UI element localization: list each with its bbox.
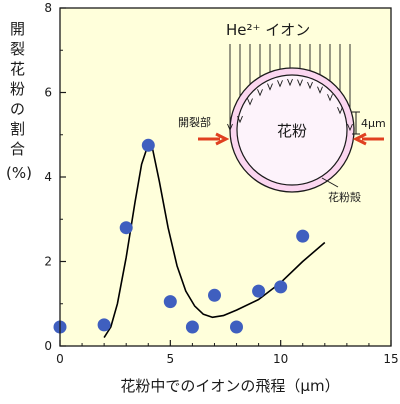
data-point: [208, 288, 221, 302]
pollen-body: [236, 74, 348, 186]
ion-ray-arrowhead: [227, 123, 233, 132]
x-tick-label: 0: [56, 352, 64, 366]
y-tick-label: 8: [44, 1, 52, 15]
y-label-char: 合: [10, 140, 25, 158]
ion-ray-arrowhead: [327, 94, 333, 102]
data-point: [252, 284, 266, 298]
ion-ray-arrowhead: [287, 78, 293, 87]
y-tick-label: 2: [44, 255, 52, 269]
ion-label: He²⁺ イオン: [226, 21, 310, 39]
ion-ray-arrowhead: [257, 89, 263, 97]
y-label-char: 粉: [10, 80, 25, 98]
y-tick-label: 4: [44, 170, 52, 184]
ion-ray-arrowhead: [307, 81, 313, 90]
wall-label: 花粉殻: [328, 190, 361, 204]
thickness-bracket: [352, 111, 360, 135]
wall-leader-line: [321, 177, 339, 188]
x-tick-label: 10: [273, 352, 288, 366]
crack-arrow-right: [352, 132, 384, 146]
fit-curve-layer: [103, 146, 326, 339]
data-point: [185, 320, 199, 334]
data-point: [230, 320, 243, 334]
ion-ray-arrowhead: [317, 86, 323, 94]
y-label-char: 開: [10, 20, 25, 38]
data-points-layer: [53, 138, 310, 334]
axis-ticks-layer: [59, 7, 392, 347]
thickness-label: 4μm: [361, 117, 386, 130]
y-tick-label: 0: [44, 339, 52, 353]
ion-ray-arrowhead: [277, 80, 283, 88]
axis-tick-labels-layer: 0 5 10 15 0 2 4 6 8: [44, 1, 398, 366]
x-tick-label: 5: [167, 352, 175, 366]
y-tick-label: 6: [44, 86, 52, 100]
data-point: [296, 229, 310, 243]
fit-curve: [103, 146, 326, 339]
crack-arrow-left: [198, 132, 230, 146]
y-label-char: の: [10, 100, 25, 118]
y-label-char: 割: [10, 120, 25, 138]
ion-ray-inner-layer: [227, 78, 353, 132]
ion-ray-arrowhead: [297, 79, 303, 87]
x-axis-label: 花粉中でのイオンの飛程（μm）: [120, 377, 339, 395]
ion-ray-arrowhead: [237, 115, 243, 124]
data-point: [119, 221, 133, 235]
x-tick-label: 15: [383, 352, 398, 366]
y-label-char: 裂: [10, 40, 25, 58]
ion-ray-arrowhead: [337, 106, 343, 115]
y-axis-label: 開 裂 花 粉 の 割 合 (%): [6, 20, 32, 182]
data-point: [141, 138, 155, 152]
data-point: [163, 295, 177, 309]
y-label-char: 花: [10, 60, 25, 78]
inset-diagram: He²⁺ イオン 花粉 開裂部 4μm 花粉殻: [178, 21, 386, 204]
pollen-label: 花粉: [277, 122, 307, 140]
data-point: [97, 318, 111, 332]
ion-ray-arrowhead: [267, 83, 273, 91]
plot-background: [60, 8, 391, 346]
ion-ray-arrowhead: [247, 98, 253, 106]
y-label-unit: (%): [6, 164, 32, 182]
crack-label: 開裂部: [178, 115, 211, 129]
data-point: [274, 280, 288, 294]
ion-ray-arrowhead: [347, 123, 353, 132]
